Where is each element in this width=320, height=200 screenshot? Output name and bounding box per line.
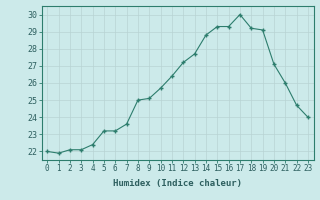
X-axis label: Humidex (Indice chaleur): Humidex (Indice chaleur): [113, 179, 242, 188]
